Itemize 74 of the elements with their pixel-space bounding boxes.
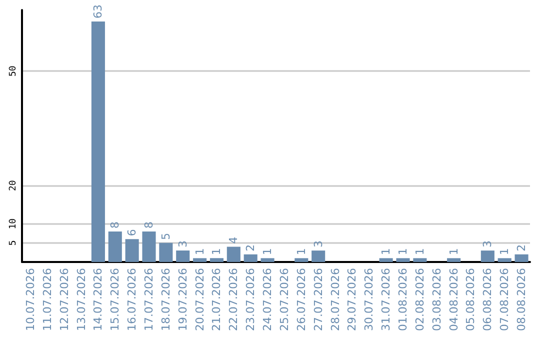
x-tick-label: 28.07.2026 (328, 268, 342, 331)
data-label: 8 (108, 221, 122, 228)
bar (176, 250, 190, 262)
data-label: 3 (481, 240, 494, 248)
y-tick-label: 20 (8, 180, 18, 192)
data-label: 4 (227, 236, 240, 244)
data-label: 1 (396, 248, 410, 256)
data-label: 2 (515, 244, 528, 252)
x-tick-label: 31.07.2026 (380, 268, 393, 331)
bar (91, 21, 105, 262)
data-label: 1 (210, 248, 224, 256)
x-tick-label: 02.08.2026 (413, 268, 426, 331)
x-tick-label: 11.07.2026 (40, 268, 54, 331)
x-tick-label: 26.07.2026 (294, 268, 308, 331)
x-tick-label: 10.07.2026 (24, 268, 37, 331)
x-tick-label: 06.08.2026 (481, 268, 494, 331)
data-label: 8 (142, 221, 156, 228)
x-tick-label: 04.08.2026 (447, 268, 460, 331)
bar (210, 258, 224, 262)
data-label: 1 (413, 248, 426, 256)
bar (312, 250, 326, 262)
x-tick-label: 07.08.2026 (498, 268, 512, 331)
bar (193, 258, 207, 262)
data-label: 6 (126, 229, 139, 236)
x-tick-label: 27.07.2026 (312, 268, 325, 331)
y-tick-label: 5 (8, 240, 18, 246)
data-label: 3 (176, 240, 190, 248)
x-tick-label: 20.07.2026 (193, 268, 206, 331)
x-tick-label: 13.07.2026 (74, 268, 88, 331)
bar (379, 258, 393, 262)
x-tick-label: 23.07.2026 (244, 268, 258, 331)
data-label: 1 (498, 248, 512, 256)
x-tick-label: 25.07.2026 (278, 268, 291, 331)
x-tick-label: 18.07.2026 (159, 268, 172, 331)
x-tick-label: 14.07.2026 (92, 268, 105, 331)
data-label: 3 (312, 240, 325, 248)
x-tick-label: 08.08.2026 (515, 268, 528, 331)
x-tick-label: 03.08.2026 (430, 268, 444, 331)
x-tick-label: 16.07.2026 (126, 268, 139, 331)
bar (514, 254, 528, 262)
x-tick-label: 15.07.2026 (108, 268, 122, 331)
data-label: 1 (261, 248, 274, 256)
x-tick-label: 29.07.2026 (346, 268, 359, 331)
bar (125, 239, 139, 262)
x-tick-label: 01.08.2026 (396, 268, 410, 331)
data-label: 1 (380, 248, 393, 256)
x-tick-label: 24.07.2026 (261, 268, 274, 331)
data-label: 1 (447, 248, 460, 256)
x-tick-label: 19.07.2026 (176, 268, 190, 331)
y-tick-label: 10 (8, 218, 18, 230)
bar (108, 231, 122, 262)
bar (260, 258, 274, 262)
x-tick-label: 22.07.2026 (227, 268, 240, 331)
bar (159, 242, 173, 262)
bar (396, 258, 410, 262)
data-label: 63 (92, 4, 105, 18)
x-tick-label: 05.08.2026 (464, 268, 478, 331)
y-tick-label: 50 (8, 66, 18, 77)
bar (447, 258, 461, 262)
data-label: 1 (193, 248, 206, 256)
bar (294, 258, 308, 262)
data-label: 2 (244, 244, 258, 252)
bar (480, 250, 494, 262)
x-tick-label: 12.07.2026 (58, 268, 71, 331)
bar (226, 246, 240, 262)
bar (498, 258, 512, 262)
x-tick-label: 30.07.2026 (362, 268, 376, 331)
bar (142, 231, 156, 262)
x-tick-label: 17.07.2026 (142, 268, 156, 331)
data-label: 5 (159, 232, 172, 240)
data-label: 1 (294, 248, 308, 256)
bar (413, 258, 427, 262)
bar (244, 254, 258, 262)
x-tick-label: 21.07.2026 (210, 268, 224, 331)
